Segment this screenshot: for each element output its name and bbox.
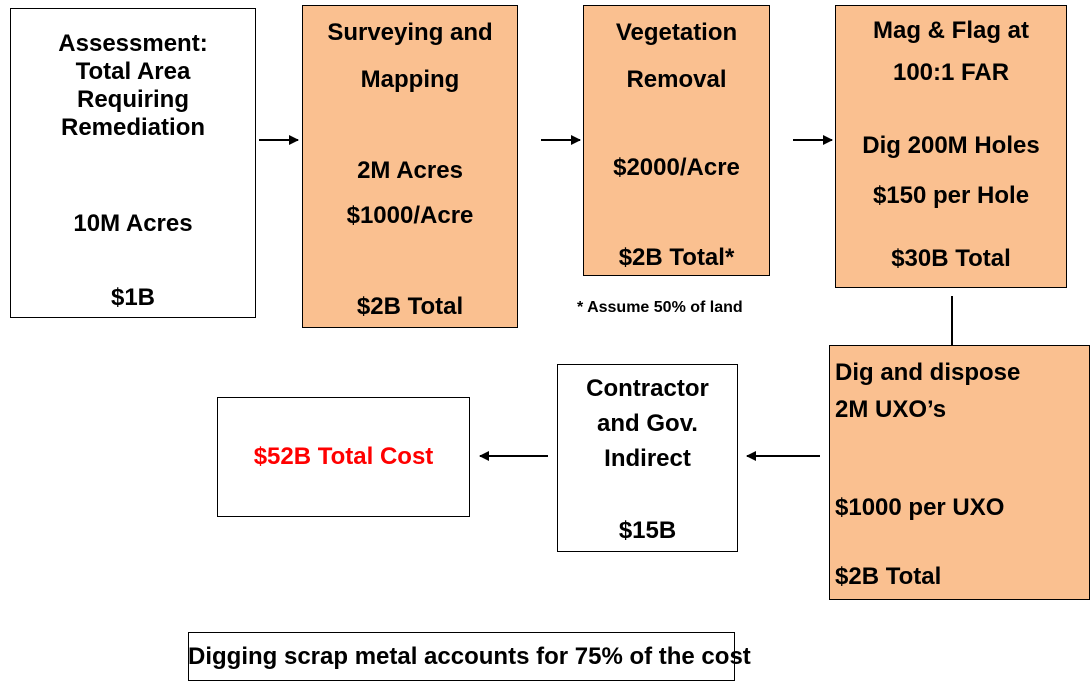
label: Assessment: bbox=[58, 30, 208, 57]
mag-flag-box bbox=[835, 5, 1067, 288]
vegetation-box bbox=[583, 5, 770, 276]
assessment-box bbox=[10, 8, 256, 318]
label: Indirect bbox=[604, 445, 691, 472]
label: 100:1 FAR bbox=[892, 59, 1010, 86]
label: Remediation bbox=[60, 114, 206, 141]
label: $2B Total bbox=[356, 293, 464, 320]
label: $1000/Acre bbox=[346, 202, 474, 229]
note: * Assume 50% of land bbox=[577, 299, 743, 316]
total-cost: $52B Total Cost bbox=[253, 443, 434, 470]
label: Dig and dispose bbox=[835, 359, 1021, 386]
surveying-box bbox=[302, 5, 518, 328]
label: Requiring bbox=[77, 86, 189, 113]
label: Surveying and bbox=[327, 19, 493, 46]
label: $2B Total* bbox=[618, 244, 735, 271]
label: Contractor bbox=[586, 375, 709, 402]
label: Mag & Flag at bbox=[872, 17, 1029, 44]
label: $2000/Acre bbox=[613, 154, 740, 181]
indirect-box bbox=[557, 364, 738, 552]
label: and Gov. bbox=[597, 410, 698, 437]
footer: Digging scrap metal accounts for 75% of … bbox=[188, 643, 751, 670]
label: $150 per Hole bbox=[872, 182, 1030, 209]
label: Dig 200M Holes bbox=[862, 132, 1040, 159]
total-box bbox=[217, 397, 470, 517]
label: 10M Acres bbox=[73, 210, 193, 237]
footer-box bbox=[188, 632, 735, 681]
label: $2B Total bbox=[835, 563, 942, 590]
label: Removal bbox=[626, 66, 727, 93]
label: 2M UXO’s bbox=[835, 396, 947, 423]
label: Total Area bbox=[75, 58, 191, 85]
label: $30B Total bbox=[891, 245, 1011, 272]
label: Mapping bbox=[360, 66, 460, 93]
label: $1B bbox=[110, 284, 156, 311]
label: $1000 per UXO bbox=[835, 494, 1005, 521]
label: Vegetation bbox=[615, 19, 738, 46]
dig-dispose-box bbox=[829, 345, 1090, 600]
label: 2M Acres bbox=[357, 157, 463, 184]
label: $15B bbox=[618, 517, 677, 544]
